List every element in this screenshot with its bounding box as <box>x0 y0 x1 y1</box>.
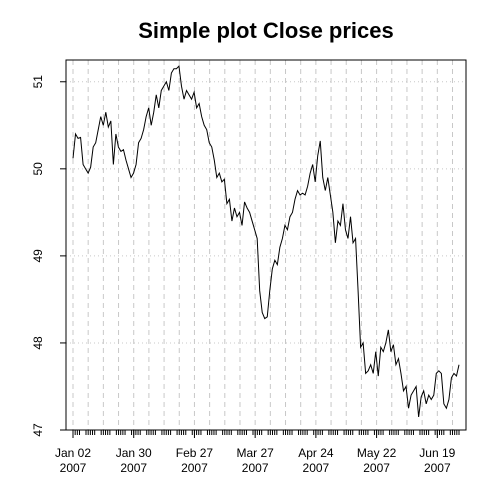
y-tick-label-2: 49 <box>31 249 45 263</box>
x-tick-year-0: 2007 <box>60 461 87 475</box>
chart-title: Simple plot Close prices <box>138 18 394 43</box>
x-tick-label-3: Mar 27 <box>236 446 274 460</box>
x-tick-year-2: 2007 <box>181 461 208 475</box>
y-tick-label-3: 50 <box>31 162 45 176</box>
plot-frame <box>65 59 467 431</box>
x-tick-year-6: 2007 <box>424 461 451 475</box>
x-tick-label-2: Feb 27 <box>176 446 214 460</box>
x-tick-label-6: Jun 19 <box>419 446 455 460</box>
x-tick-label-4: Apr 24 <box>298 446 334 460</box>
x-tick-year-3: 2007 <box>242 461 269 475</box>
axes <box>60 59 467 438</box>
grid <box>66 60 466 431</box>
x-tick-label-0: Jan 02 <box>55 446 91 460</box>
series <box>72 64 460 418</box>
x-tick-label-1: Jan 30 <box>116 446 152 460</box>
y-tick-label-0: 47 <box>31 423 45 437</box>
x-tick-label-5: May 22 <box>357 446 397 460</box>
y-tick-label-4: 51 <box>31 75 45 89</box>
series-line-0 <box>72 64 460 418</box>
y-tick-label-1: 48 <box>31 336 45 350</box>
x-tick-year-5: 2007 <box>363 461 390 475</box>
x-tick-year-4: 2007 <box>303 461 330 475</box>
x-tick-year-1: 2007 <box>120 461 147 475</box>
